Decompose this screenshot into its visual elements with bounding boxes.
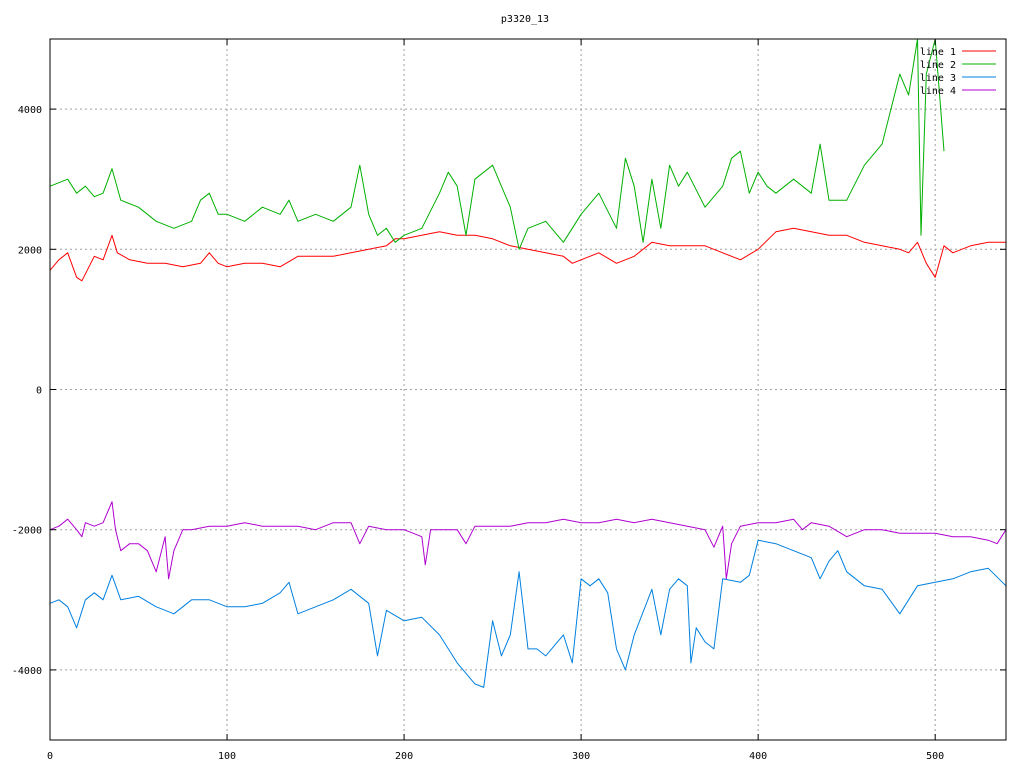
y-tick-label: 0 xyxy=(36,386,42,397)
legend: line 1 line 2 line 3 line 4 xyxy=(920,47,996,97)
series-line-line-4 xyxy=(49,501,1007,580)
y-tick-label: 4000 xyxy=(18,105,42,116)
legend-label: line 3 xyxy=(920,73,956,84)
legend-label: line 2 xyxy=(920,60,956,71)
x-tick-label: 0 xyxy=(47,751,53,762)
x-tick-label: 200 xyxy=(395,751,413,762)
y-tick-label: -4000 xyxy=(12,666,42,677)
x-tick-label: 100 xyxy=(218,751,236,762)
plot-area-border xyxy=(49,38,1007,741)
series-line-line-2 xyxy=(49,38,945,250)
x-tick-label: 400 xyxy=(749,751,767,762)
series-lines xyxy=(49,38,1007,688)
chart-title: p3320_13 xyxy=(501,14,549,25)
axis-ticks: 0 100 200 300 400 500 -4000 -2000 0 2000 4000 xyxy=(12,39,1006,762)
grid xyxy=(50,39,1006,740)
x-tick-label: 500 xyxy=(926,751,944,762)
x-tick-label: 300 xyxy=(572,751,590,762)
series-line-line-3 xyxy=(49,539,1007,688)
y-tick-label: 2000 xyxy=(18,245,42,256)
y-tick-label: -2000 xyxy=(12,526,42,537)
legend-label: line 4 xyxy=(920,86,956,97)
series-line-line-1 xyxy=(49,227,1006,282)
legend-label: line 1 xyxy=(920,47,956,58)
